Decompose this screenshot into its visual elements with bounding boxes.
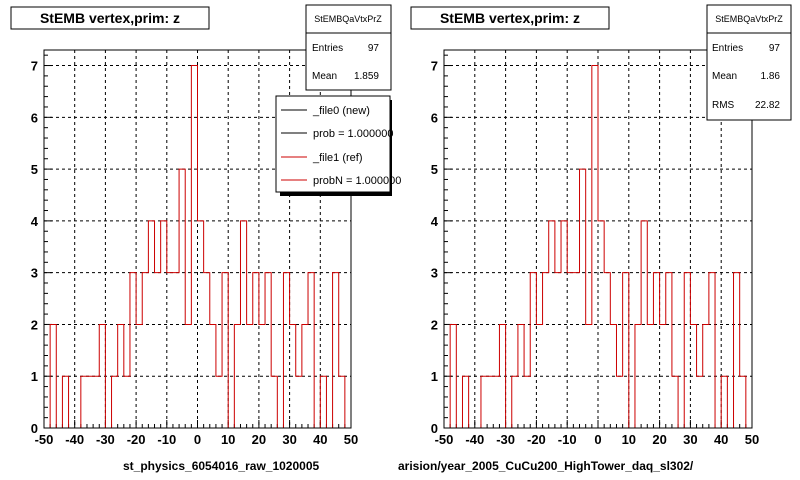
y-tick-label: 4 [431, 214, 439, 229]
y-tick-label: 5 [31, 162, 38, 177]
y-tick-label: 2 [431, 317, 438, 332]
right-stats-label: Mean [712, 71, 737, 82]
legend-label: probN = 1.000000 [313, 175, 401, 187]
x-tick-label: -50 [435, 432, 454, 447]
x-tick-label: 0 [194, 432, 201, 447]
right-stats-name: StEMBQaVtxPrZ [715, 14, 783, 24]
legend-entry: _file1 (ref) [281, 152, 363, 164]
right-footer-text: arision/year_2005_CuCu200_HighTower_daq_… [398, 459, 694, 473]
right-stats-label: Entries [712, 43, 743, 54]
left-stats-value: 97 [368, 43, 380, 54]
x-tick-label: 30 [683, 432, 697, 447]
x-tick-label: -40 [65, 432, 84, 447]
legend-entry: prob = 1.000000 [281, 128, 393, 140]
legend-box [275, 95, 391, 193]
x-tick-label: 50 [745, 432, 759, 447]
y-tick-label: 4 [31, 214, 39, 229]
histogram-series-line [444, 65, 752, 429]
y-tick-label: 5 [431, 162, 438, 177]
x-tick-label: -30 [96, 432, 115, 447]
right-stats-label: RMS [712, 100, 735, 111]
x-tick-label: 40 [714, 432, 728, 447]
right-stats-box [706, 4, 792, 121]
right-plot-area: -50 -40 -30 -20 -10 0 10 20 30 40 50 0 1 2 3 4 5 6 7 [431, 49, 759, 447]
x-tick-label: -10 [558, 432, 577, 447]
y-tick-label: 6 [31, 110, 38, 125]
x-tick-label: -10 [157, 432, 176, 447]
legend-label: _file0 (new) [312, 105, 370, 117]
right-stats-value: 22.82 [755, 100, 780, 111]
left-plot-title: StEMB vertex,prim: z [40, 10, 180, 26]
x-tick-label: 0 [594, 432, 601, 447]
y-tick-label: 7 [431, 59, 438, 74]
x-tick-label: -20 [127, 432, 146, 447]
right-title-box [410, 6, 610, 30]
y-tick-label: 0 [31, 421, 38, 436]
plot-frame-border [43, 49, 352, 429]
left-stats-name: StEMBQaVtxPrZ [314, 14, 382, 24]
y-tick-label: 1 [431, 369, 438, 384]
x-tick-label: 20 [652, 432, 666, 447]
right-stats-value: 97 [769, 43, 781, 54]
y-tick-label: 7 [31, 59, 38, 74]
left-stats-label: Entries [312, 43, 343, 54]
x-tick-label: -30 [496, 432, 515, 447]
legend-label: _file1 (ref) [312, 152, 363, 164]
legend-entry: _file0 (new) [281, 105, 370, 117]
x-tick-label: -20 [527, 432, 546, 447]
x-tick-label: 50 [344, 432, 358, 447]
left-panel: StEMB vertex,prim: z -50 -40 -30 -20 -10 0 10 2… [10, 4, 401, 473]
y-tick-label: 2 [31, 317, 38, 332]
y-tick-label: 1 [31, 369, 38, 384]
left-stats-value: 1.859 [354, 71, 379, 82]
right-panel: StEMB vertex,prim: z -50 -40 -30 -20 -10 0 10 2… [398, 4, 792, 473]
left-stats-box [305, 4, 392, 91]
x-tick-label: 10 [221, 432, 235, 447]
histogram-series-line [44, 65, 351, 429]
plot-frame-border [443, 49, 753, 429]
x-tick-label: 20 [252, 432, 266, 447]
y-tick-label: 0 [431, 421, 438, 436]
x-tick-label: -40 [465, 432, 484, 447]
y-tick-label: 3 [31, 266, 38, 281]
legend-entry: probN = 1.000000 [281, 175, 401, 187]
x-tick-label: 40 [313, 432, 327, 447]
y-tick-label: 6 [431, 110, 438, 125]
x-tick-label: 10 [622, 432, 636, 447]
x-tick-label: -50 [35, 432, 54, 447]
right-stats-value: 1.86 [761, 71, 781, 82]
left-stats-label: Mean [312, 71, 337, 82]
legend-label: prob = 1.000000 [313, 128, 393, 140]
y-tick-label: 3 [431, 266, 438, 281]
left-title-box [10, 6, 210, 30]
right-plot-title: StEMB vertex,prim: z [440, 10, 580, 26]
x-tick-label: 30 [282, 432, 296, 447]
left-footer-text: st_physics_6054016_raw_1020005 [123, 459, 319, 473]
